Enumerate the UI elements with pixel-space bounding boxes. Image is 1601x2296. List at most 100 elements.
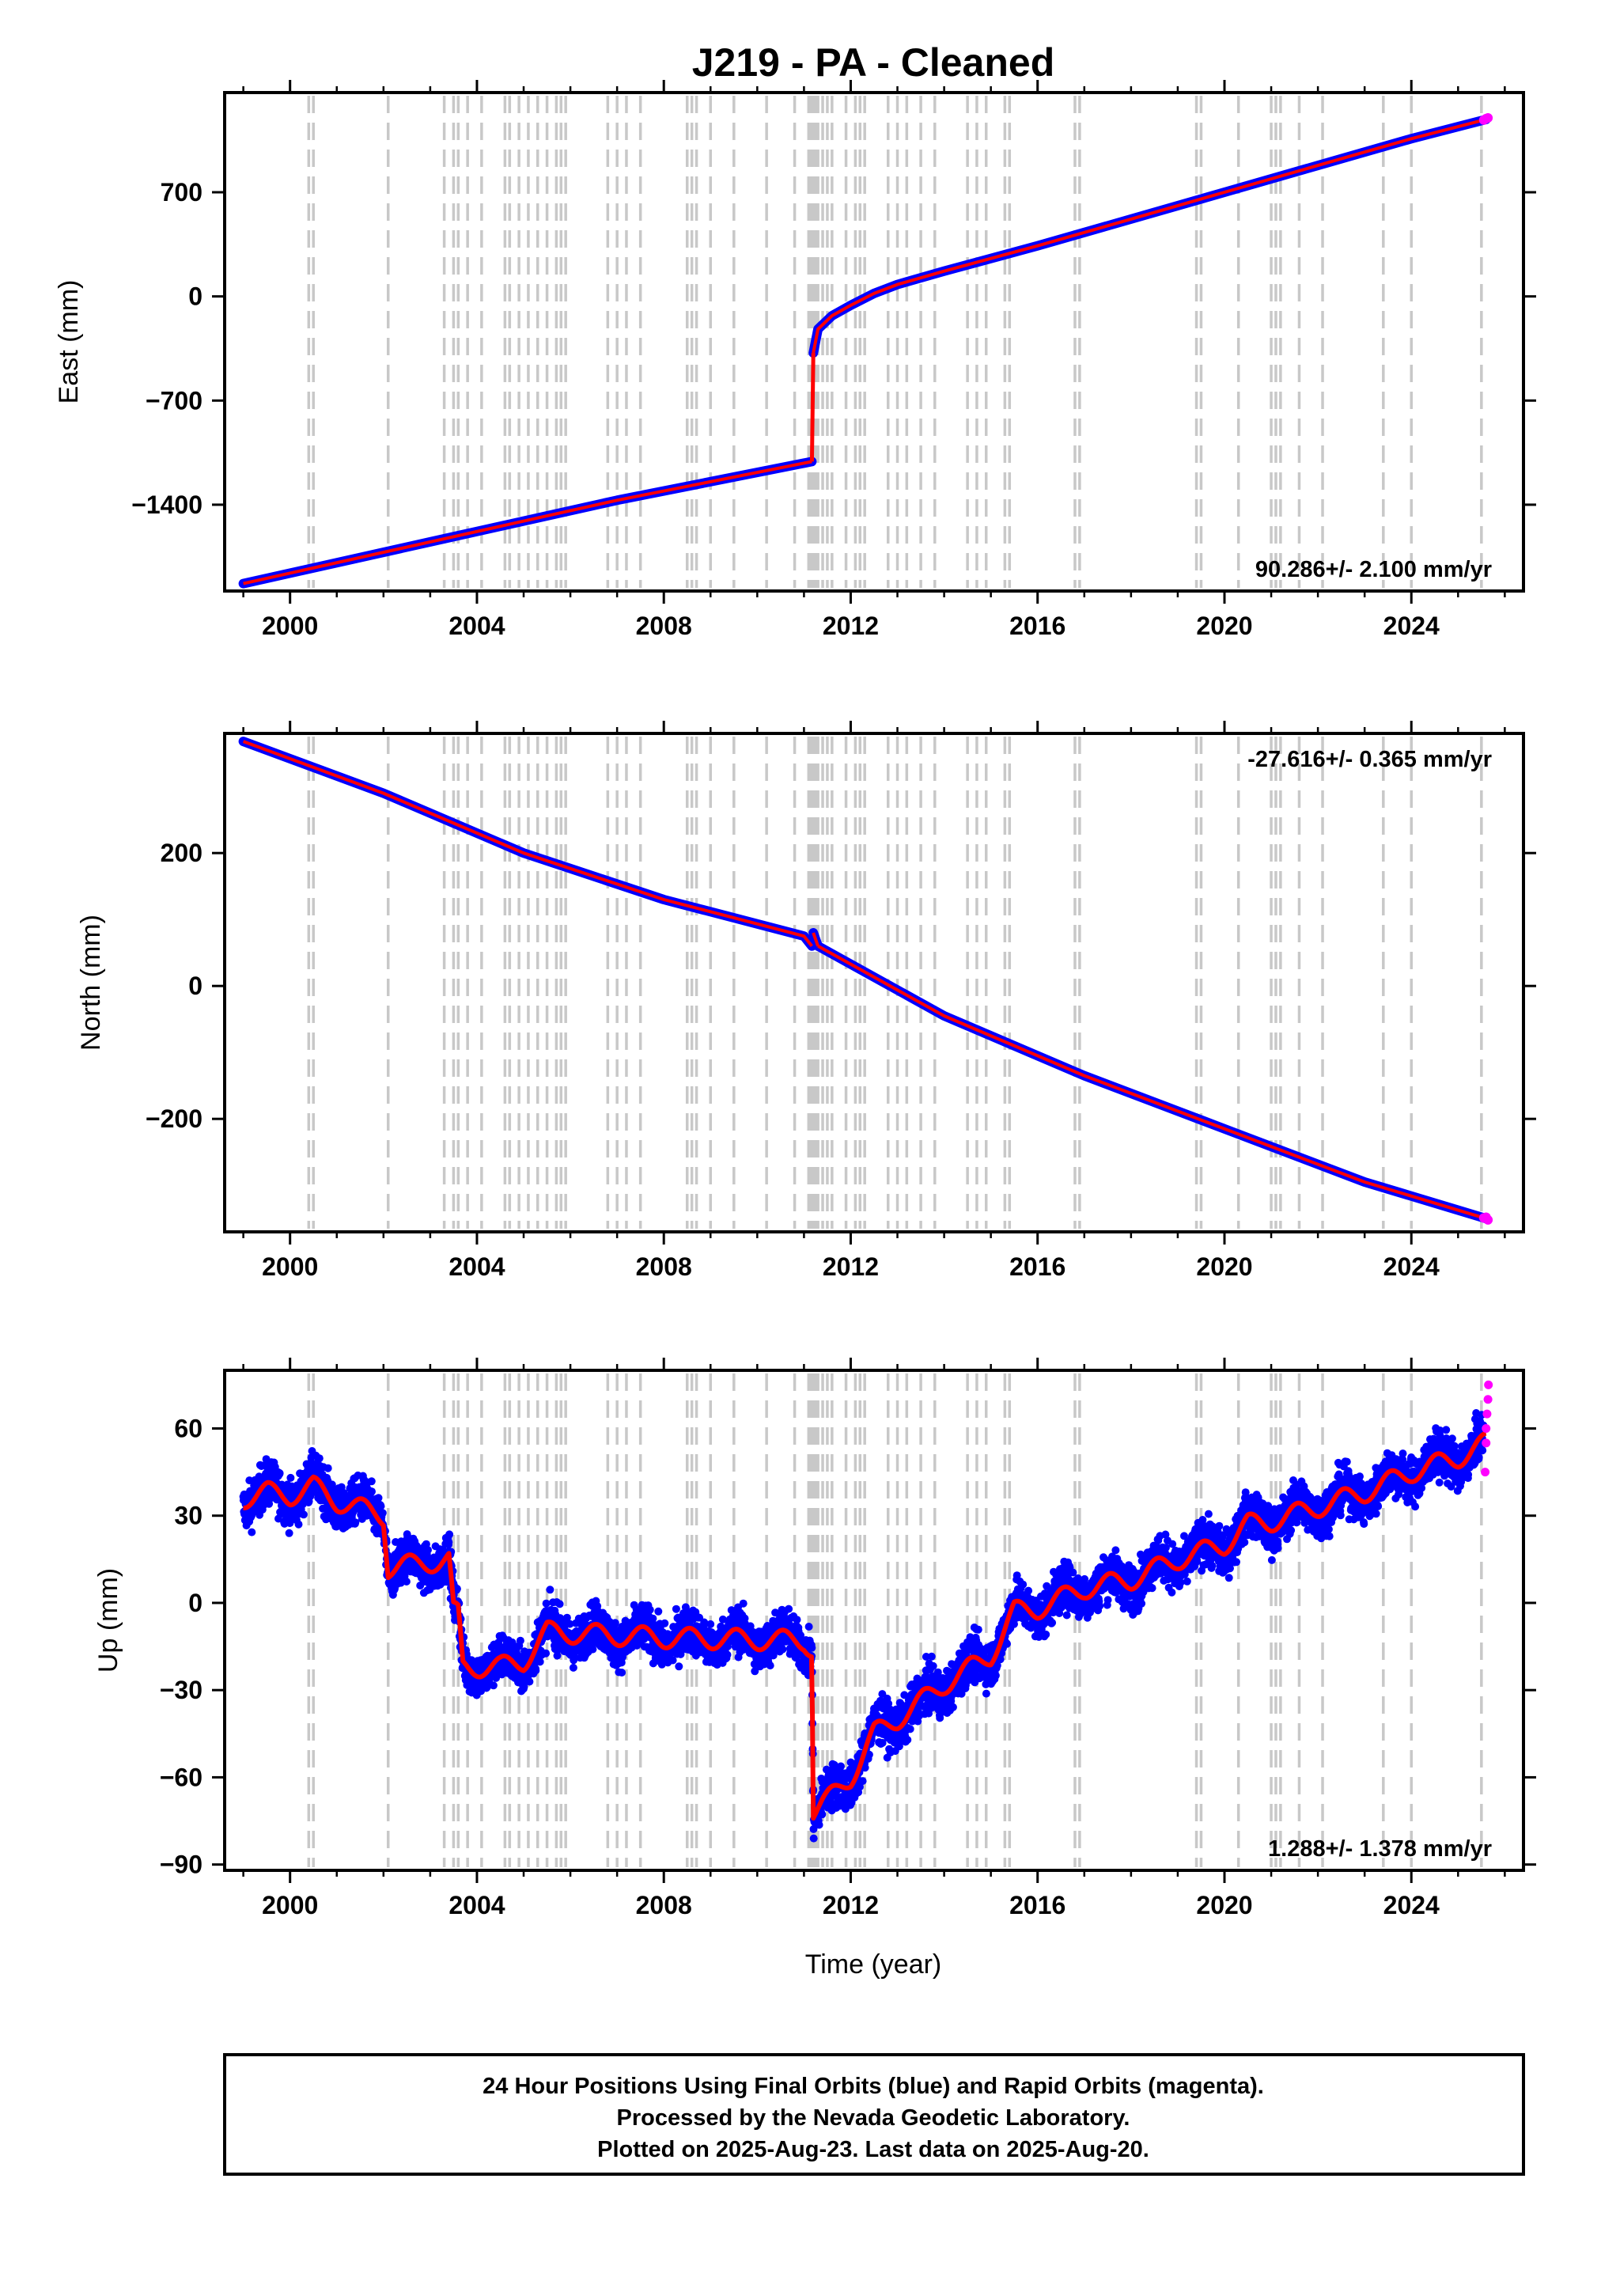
final-orbit-point xyxy=(402,1578,411,1586)
north-panel: 2000 2004 2008 2012 2016 2020 20242000−200Nort… xyxy=(76,721,1536,1281)
final-orbit-point xyxy=(1019,1580,1028,1589)
final-orbit-point xyxy=(377,1502,385,1510)
final-orbit-point xyxy=(1003,1639,1011,1648)
final-orbit-point xyxy=(645,1605,654,1614)
x-tick-label: 2016 xyxy=(1009,1252,1065,1281)
east-panel: 2000 2004 2008 2012 2016 2020 20247000−700−140… xyxy=(54,80,1536,640)
final-orbit-point xyxy=(248,1528,256,1536)
final-orbit-point xyxy=(660,1619,669,1627)
final-orbit-point xyxy=(374,1494,383,1502)
rapid-orbit-point xyxy=(1483,112,1493,123)
final-orbit-point xyxy=(445,1538,453,1547)
final-orbit-point xyxy=(974,1625,982,1634)
final-orbit-point xyxy=(1024,1586,1033,1595)
rapid-orbit-point xyxy=(1483,1214,1493,1225)
final-orbit-point xyxy=(492,1673,501,1682)
final-orbit-point xyxy=(489,1681,498,1690)
x-tick-label: 2020 xyxy=(1196,1252,1252,1281)
final-orbit-point xyxy=(368,1487,376,1496)
final-orbit-point xyxy=(723,1650,732,1659)
velocity-rate-label: -27.616+/- 0.365 mm/yr xyxy=(1247,747,1492,772)
final-orbit-point xyxy=(1096,1601,1104,1610)
final-orbit-point xyxy=(1183,1577,1191,1586)
final-orbit-point xyxy=(739,1599,748,1608)
x-tick-label: 2020 xyxy=(1196,612,1252,640)
x-tick-label: 2008 xyxy=(636,612,692,640)
final-orbit-point xyxy=(1204,1510,1213,1518)
x-tick-label: 2004 xyxy=(449,1252,505,1281)
final-orbit-point xyxy=(766,1661,774,1670)
final-orbit-point xyxy=(1048,1619,1057,1627)
final-orbit-point xyxy=(982,1689,990,1698)
final-orbit-point xyxy=(808,1643,816,1652)
final-orbit-point xyxy=(532,1666,540,1675)
final-orbit-point xyxy=(818,1810,827,1819)
final-orbit-point xyxy=(1176,1578,1185,1587)
final-orbit-point xyxy=(1137,1599,1146,1608)
y-tick-label: 0 xyxy=(188,282,202,311)
final-orbit-point xyxy=(445,1530,454,1539)
final-orbit-point xyxy=(804,1623,813,1631)
model-fit-line xyxy=(817,945,1487,1221)
final-orbit-point xyxy=(516,1636,524,1645)
final-orbit-point xyxy=(706,1620,715,1628)
final-orbit-point xyxy=(546,1586,554,1594)
final-orbit-point xyxy=(649,1614,657,1623)
final-orbit-point xyxy=(1103,1596,1112,1605)
final-orbit-point xyxy=(654,1607,663,1616)
final-orbit-point xyxy=(542,1599,551,1608)
final-orbit-point xyxy=(286,1473,295,1482)
final-orbit-point xyxy=(927,1652,936,1661)
x-tick-label: 2000 xyxy=(262,612,318,640)
final-orbit-point xyxy=(286,1519,294,1528)
final-orbit-point xyxy=(903,1736,912,1744)
x-tick-label: 2024 xyxy=(1383,1252,1440,1281)
y-tick-label: 700 xyxy=(161,178,202,206)
y-axis-title: East (mm) xyxy=(54,280,84,404)
final-orbit-point xyxy=(858,1777,867,1786)
velocity-rate-label: 90.286+/- 2.100 mm/yr xyxy=(1255,557,1492,582)
final-orbit-point xyxy=(778,1645,787,1654)
final-orbit-point xyxy=(285,1529,293,1537)
up-panel: 2000 2004 2008 2012 2016 2020 202460300−30−60−… xyxy=(93,1358,1536,1919)
final-orbit-point xyxy=(555,1600,564,1608)
final-orbit-point xyxy=(315,1454,324,1463)
final-orbit-point xyxy=(378,1509,387,1517)
model-fit-line xyxy=(242,740,813,948)
final-orbit-point xyxy=(675,1662,683,1671)
final-orbit-point xyxy=(424,1546,432,1554)
final-orbit-point xyxy=(1208,1562,1217,1570)
panel-frame xyxy=(223,732,1525,1233)
final-orbit-point xyxy=(1062,1611,1071,1620)
final-orbit-point xyxy=(245,1476,254,1485)
model-fit-jump xyxy=(809,353,816,462)
final-orbit-point xyxy=(536,1658,544,1666)
final-orbit-point xyxy=(275,1469,284,1477)
x-tick-label: 2016 xyxy=(1009,612,1065,640)
final-orbit-point xyxy=(1168,1588,1176,1597)
x-tick-label: 2012 xyxy=(823,1252,879,1281)
x-tick-label: 2004 xyxy=(449,612,505,640)
final-orbit-point xyxy=(299,1510,308,1519)
y-tick-label: −1400 xyxy=(131,491,202,519)
final-orbit-point xyxy=(672,1605,680,1613)
final-orbit-point xyxy=(948,1703,957,1711)
final-orbit-point xyxy=(351,1518,360,1527)
x-tick-label: 2008 xyxy=(636,1252,692,1281)
model-fit-line xyxy=(243,460,812,585)
y-tick-label: 0 xyxy=(188,972,202,1000)
final-orbit-point xyxy=(837,1762,845,1771)
final-orbit-point xyxy=(452,1585,461,1593)
y-tick-label: −200 xyxy=(146,1104,202,1133)
final-orbit-point xyxy=(618,1669,626,1677)
final-orbit-point xyxy=(936,1714,944,1722)
x-tick-label: 2012 xyxy=(823,612,879,640)
final-orbit-point xyxy=(785,1605,793,1613)
final-orbit-point xyxy=(553,1651,562,1660)
final-orbit-point xyxy=(991,1671,1000,1680)
x-tick-label: 2024 xyxy=(1383,612,1440,640)
final-orbit-point xyxy=(542,1649,551,1658)
final-orbit-point xyxy=(793,1616,801,1624)
